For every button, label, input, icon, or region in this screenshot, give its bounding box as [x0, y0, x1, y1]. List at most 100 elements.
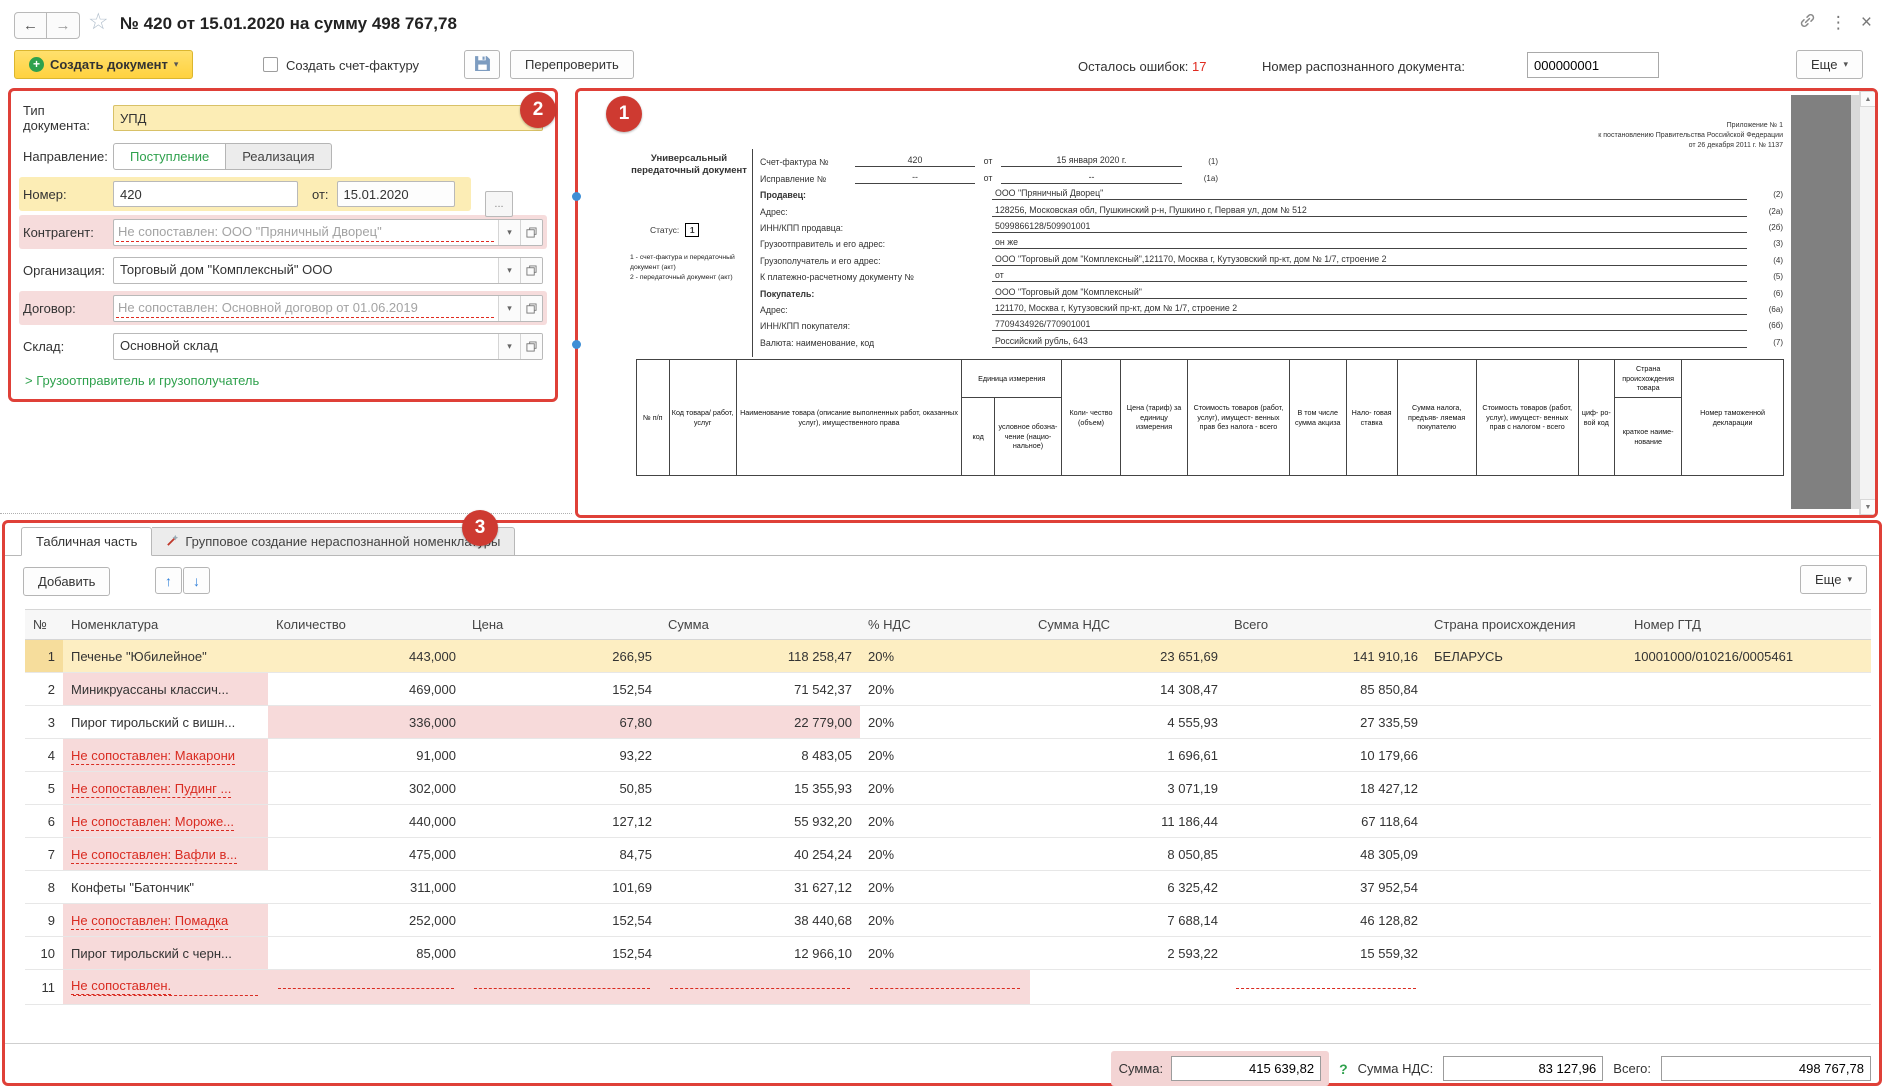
cell-gtd-number[interactable] [1626, 870, 1871, 904]
cell-nomenclature[interactable]: Пирог тирольский с вишн... [63, 705, 268, 739]
contract-combo[interactable]: Не сопоставлен: Основной договор от 01.0… [113, 294, 543, 322]
cell-country[interactable] [1426, 903, 1626, 937]
move-up-button[interactable]: ↑ [155, 567, 182, 594]
cell-sum[interactable] [660, 969, 860, 1005]
cell-row-number[interactable]: 4 [25, 738, 63, 772]
cell-row-number[interactable]: 3 [25, 705, 63, 739]
cell-total[interactable]: 141 910,16 [1226, 639, 1426, 673]
scroll-down-icon[interactable]: ▼ [1860, 499, 1875, 515]
cell-vat-rate[interactable]: 20% [860, 672, 1030, 706]
cell-price[interactable]: 101,69 [464, 870, 660, 904]
grand-total-input[interactable] [1661, 1056, 1871, 1081]
column-header[interactable]: % НДС [860, 609, 1030, 640]
cell-price[interactable]: 152,54 [464, 672, 660, 706]
cell-country[interactable] [1426, 936, 1626, 970]
chevron-down-icon[interactable]: ▾ [498, 219, 520, 245]
cell-gtd-number[interactable] [1626, 969, 1871, 1005]
cell-sum[interactable]: 15 355,93 [660, 771, 860, 805]
create-invoice-checkbox[interactable] [263, 57, 278, 72]
open-item-icon[interactable] [520, 219, 542, 245]
cell-quantity[interactable]: 91,000 [268, 738, 464, 772]
unmatched-item-link[interactable]: Не сопоставлен: Помадка [71, 912, 229, 930]
cell-row-number[interactable]: 9 [25, 903, 63, 937]
back-button[interactable]: ← [14, 12, 47, 39]
cell-gtd-number[interactable] [1626, 705, 1871, 739]
cell-sum[interactable]: 8 483,05 [660, 738, 860, 772]
scroll-up-icon[interactable]: ▲ [1860, 91, 1875, 107]
cell-vat-rate[interactable]: 20% [860, 804, 1030, 838]
cell-row-number[interactable]: 1 [25, 639, 63, 673]
table-row[interactable]: 4 Не сопоставлен: Макарони 91,000 93,22 8 48… [25, 738, 1871, 772]
cell-row-number[interactable]: 10 [25, 936, 63, 970]
cell-nomenclature[interactable]: Не сопоставлен. [63, 969, 268, 1005]
close-icon[interactable]: × [1860, 11, 1872, 33]
open-item-icon[interactable] [520, 295, 542, 321]
cell-nomenclature[interactable]: Конфеты "Батончик" [63, 870, 268, 904]
cell-sum[interactable]: 71 542,37 [660, 672, 860, 706]
add-row-button[interactable]: Добавить [23, 567, 111, 596]
column-header[interactable]: Номер ГТД [1626, 609, 1871, 640]
cell-sum[interactable]: 55 932,20 [660, 804, 860, 838]
cell-price[interactable]: 266,95 [464, 639, 660, 673]
cell-nomenclature[interactable]: Не сопоставлен: Вафли в... [63, 837, 268, 871]
cell-gtd-number[interactable] [1626, 672, 1871, 706]
forward-button[interactable]: → [47, 12, 80, 39]
table-row[interactable]: 8 Конфеты "Батончик" 311,000 101,69 31 627,1… [25, 870, 1871, 904]
cell-vat-sum[interactable]: 14 308,47 [1030, 672, 1226, 706]
cell-country[interactable] [1426, 672, 1626, 706]
favorite-star-icon[interactable]: ☆ [88, 8, 109, 34]
consignor-expand-link[interactable]: > Грузоотправитель и грузополучатель [25, 373, 259, 388]
cell-nomenclature[interactable]: Не сопоставлен: Макарони [63, 738, 268, 772]
cell-sum[interactable]: 12 966,10 [660, 936, 860, 970]
unmatched-item-link[interactable]: Не сопоставлен: Пудинг ... [71, 780, 232, 798]
cell-sum[interactable]: 38 440,68 [660, 903, 860, 937]
link-icon[interactable] [1799, 12, 1816, 32]
cell-gtd-number[interactable] [1626, 837, 1871, 871]
unmatched-item-link[interactable]: Не сопоставлен: Вафли в... [71, 846, 238, 864]
cell-nomenclature[interactable]: Печенье "Юбилейное" [63, 639, 268, 673]
vat-total-input[interactable] [1443, 1056, 1604, 1081]
cell-price[interactable]: 93,22 [464, 738, 660, 772]
date-input[interactable] [336, 181, 455, 207]
cell-country[interactable] [1426, 837, 1626, 871]
cell-country[interactable] [1426, 705, 1626, 739]
table-row[interactable]: 7 Не сопоставлен: Вафли в... 475,000 84,75 4… [25, 837, 1871, 871]
preview-scrollbar[interactable]: ▲ ▼ [1859, 91, 1875, 515]
cell-vat-rate[interactable]: 20% [860, 771, 1030, 805]
cell-row-number[interactable]: 11 [25, 969, 63, 1005]
cell-quantity[interactable] [268, 969, 464, 1005]
cell-vat-rate[interactable] [860, 969, 1030, 1005]
cell-row-number[interactable]: 6 [25, 804, 63, 838]
recheck-button[interactable]: Перепроверить [510, 50, 634, 79]
table-row[interactable]: 5 Не сопоставлен: Пудинг ... 302,000 50,85 1… [25, 771, 1871, 805]
column-header[interactable]: Сумма [660, 609, 860, 640]
cell-nomenclature[interactable]: Не сопоставлен: Пудинг ... [63, 771, 268, 805]
unmatched-item-link[interactable]: Не сопоставлен. [71, 978, 172, 995]
unmatched-item-link[interactable]: Не сопоставлен: Макарони [71, 747, 236, 765]
open-item-icon[interactable] [520, 257, 542, 283]
column-header[interactable]: Сумма НДС [1030, 609, 1226, 640]
cell-nomenclature[interactable]: Не сопоставлен: Мороже... [63, 804, 268, 838]
cell-quantity[interactable]: 469,000 [268, 672, 464, 706]
cell-vat-sum[interactable]: 23 651,69 [1030, 639, 1226, 673]
cell-gtd-number[interactable] [1626, 804, 1871, 838]
column-header[interactable]: Номенклатура [63, 609, 268, 640]
cell-price[interactable]: 152,54 [464, 903, 660, 937]
cell-gtd-number[interactable] [1626, 738, 1871, 772]
cell-nomenclature[interactable]: Пирог тирольский с черн... [63, 936, 268, 970]
column-header[interactable]: № [25, 609, 63, 640]
cell-vat-sum[interactable]: 4 555,93 [1030, 705, 1226, 739]
cell-gtd-number[interactable] [1626, 771, 1871, 805]
cell-row-number[interactable]: 2 [25, 672, 63, 706]
table-row[interactable]: 6 Не сопоставлен: Мороже... 440,000 127,12 5… [25, 804, 1871, 838]
cell-vat-rate[interactable]: 20% [860, 705, 1030, 739]
open-item-icon[interactable] [520, 333, 542, 359]
table-row[interactable]: 2 Миникруассаны классич... 469,000 152,54 71… [25, 672, 1871, 706]
move-down-button[interactable]: ↓ [183, 567, 210, 594]
hint-marker-icon[interactable] [572, 192, 581, 201]
cell-total[interactable] [1226, 969, 1426, 1005]
cell-vat-rate[interactable]: 20% [860, 870, 1030, 904]
cell-total[interactable]: 15 559,32 [1226, 936, 1426, 970]
table-row[interactable]: 1 Печенье "Юбилейное" 443,000 266,95 118 258… [25, 639, 1871, 673]
cell-country[interactable] [1426, 969, 1626, 1005]
